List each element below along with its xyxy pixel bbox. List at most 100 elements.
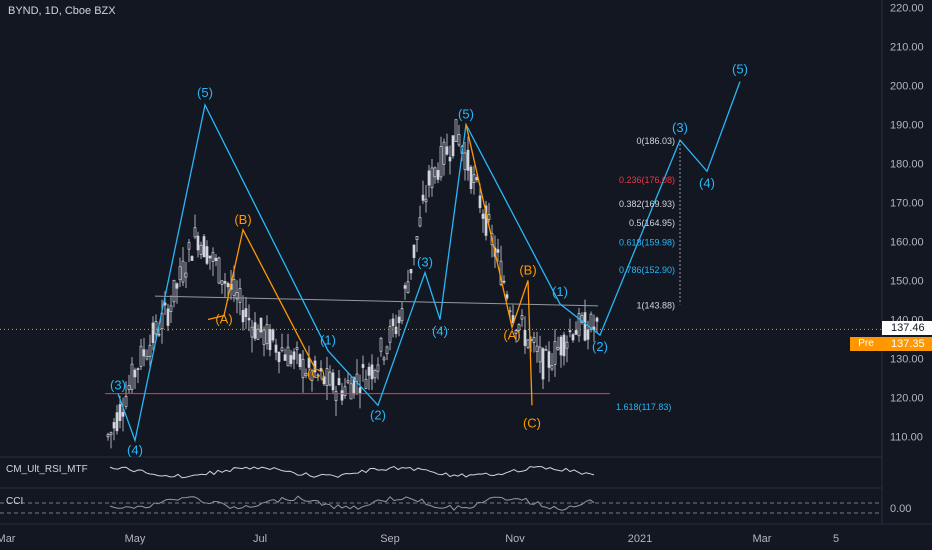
time-tick-label: 2021 xyxy=(628,533,652,545)
candle-body xyxy=(124,395,128,407)
candle-body xyxy=(487,214,491,220)
fib-level-label: 0.236(176.08) xyxy=(619,175,675,185)
time-tick-label: 5 xyxy=(833,533,839,545)
candle-body xyxy=(367,366,371,376)
impulse-wave-label: (5) xyxy=(458,107,474,122)
candle-body xyxy=(544,349,548,351)
candle-body xyxy=(274,344,278,353)
cci-indicator-label[interactable]: CCI xyxy=(6,496,24,507)
price-tick-label: 110.00 xyxy=(890,432,923,444)
candle-body xyxy=(586,329,590,340)
fib-level-label: 0.618(159.98) xyxy=(619,238,675,248)
candle-body xyxy=(478,195,482,209)
candle-body xyxy=(346,380,350,384)
indicator-layer xyxy=(0,465,882,514)
candle-body xyxy=(595,317,599,322)
candle-body xyxy=(310,370,314,381)
candle-body xyxy=(424,198,428,203)
corrective-wave-label: (A) xyxy=(215,312,232,327)
candle-body xyxy=(319,368,323,372)
candle-body xyxy=(409,268,413,274)
candle-body xyxy=(298,354,302,367)
candle-body xyxy=(136,368,140,370)
candle-body xyxy=(193,227,197,238)
candle-body xyxy=(397,316,401,324)
candle-body xyxy=(376,364,380,372)
candle-body xyxy=(535,345,539,352)
candle-body xyxy=(565,341,569,349)
candle-body xyxy=(142,349,146,357)
impulse-wave-label: (1) xyxy=(320,333,336,348)
candle-body xyxy=(559,336,563,356)
candle-body xyxy=(121,412,125,417)
candle-body xyxy=(301,358,305,379)
candle-body xyxy=(541,348,545,380)
last-price-tag: 137.46 xyxy=(882,321,932,335)
candle-body xyxy=(379,337,383,352)
candle-body xyxy=(184,272,188,278)
candle-body xyxy=(532,337,536,343)
candle-body xyxy=(196,235,200,251)
candle-body xyxy=(241,310,245,323)
candle-body xyxy=(520,315,524,320)
wave-labels-layer: (3) (4) (5) (1) (2) (3) (4) (5) (1) (2) (3) (4) (5) (… xyxy=(110,62,748,458)
impulse-wave-label: (5) xyxy=(197,85,213,100)
candle-body xyxy=(112,422,116,429)
candle-body xyxy=(436,170,440,180)
impulse-wave-label: (4) xyxy=(432,324,448,339)
candle-body xyxy=(286,346,290,367)
trend-line xyxy=(154,295,599,307)
candle-body xyxy=(496,249,500,253)
candle-body xyxy=(421,194,425,201)
corrective-wave-label: (B) xyxy=(234,212,251,227)
candle-body xyxy=(583,312,587,341)
candle-body xyxy=(253,322,257,339)
candle-body xyxy=(538,346,542,363)
time-tick-label: May xyxy=(125,533,146,545)
candle-body xyxy=(418,217,422,227)
candle-body xyxy=(358,387,362,394)
rsi-indicator-label[interactable]: CM_Ult_RSI_MTF xyxy=(6,464,88,475)
fib-level-label: 0.5(164.95) xyxy=(629,218,675,228)
candle-body xyxy=(523,330,527,346)
price-tick-label: 160.00 xyxy=(890,237,924,249)
candle-body xyxy=(442,141,446,165)
corrective-wave-path-1 xyxy=(207,227,317,371)
cci-tick-label: 0.00 xyxy=(890,503,911,515)
candle-body xyxy=(514,330,518,334)
price-tick-label: 210.00 xyxy=(890,42,924,54)
impulse-wave-label: (1) xyxy=(552,284,568,299)
candle-body xyxy=(574,330,578,335)
symbol-title: BYND, 1D, Cboe BZX xyxy=(8,5,116,17)
candle-body xyxy=(226,283,230,288)
corrective-wave-label: (C) xyxy=(523,415,541,430)
fib-level-label: 0.786(152.90) xyxy=(619,265,675,275)
candle-body xyxy=(205,246,209,264)
candle-body xyxy=(556,346,560,350)
price-tick-label: 130.00 xyxy=(890,354,924,366)
pre-market-tag: Pre xyxy=(850,337,882,351)
fib-level-label: 0.382(169.93) xyxy=(619,199,675,209)
candle-body xyxy=(334,390,338,402)
candle-body xyxy=(235,292,239,300)
candle-body xyxy=(133,369,137,378)
candle-body xyxy=(325,368,329,386)
candle-body xyxy=(457,134,461,146)
time-tick-label: Sep xyxy=(380,533,400,545)
impulse-wave-label: (2) xyxy=(370,407,386,422)
candle-body xyxy=(364,378,368,389)
candle-body xyxy=(427,170,431,186)
candle-body xyxy=(508,310,512,313)
candle-body xyxy=(130,363,134,390)
candle-body xyxy=(349,383,353,400)
candle-body xyxy=(238,288,242,303)
candle-body xyxy=(454,119,458,142)
candle-body xyxy=(145,355,149,360)
candle-body xyxy=(502,280,506,283)
candle-body xyxy=(382,357,386,361)
candle-body xyxy=(466,149,470,171)
corrective-wave-path-2 xyxy=(465,124,533,406)
time-axis[interactable]: Mar May Jul Sep Nov 2021 Mar 5 xyxy=(0,533,839,545)
